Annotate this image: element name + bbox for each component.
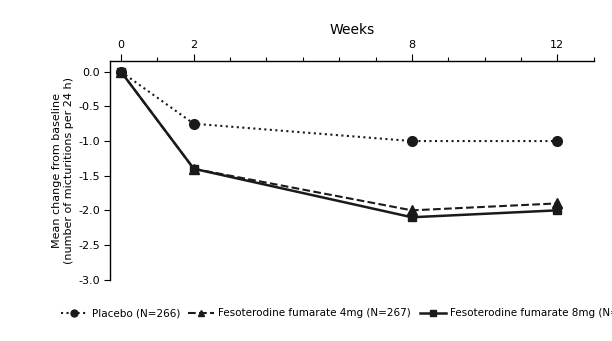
Legend: Placebo (N=266), Fesoterodine fumarate 4mg (N=267), Fesoterodine fumarate 8mg (N: Placebo (N=266), Fesoterodine fumarate 4… bbox=[57, 304, 612, 323]
Y-axis label: Mean change from baseline
(number of micturitions per 24 h): Mean change from baseline (number of mic… bbox=[52, 77, 74, 264]
X-axis label: Weeks: Weeks bbox=[329, 23, 375, 37]
